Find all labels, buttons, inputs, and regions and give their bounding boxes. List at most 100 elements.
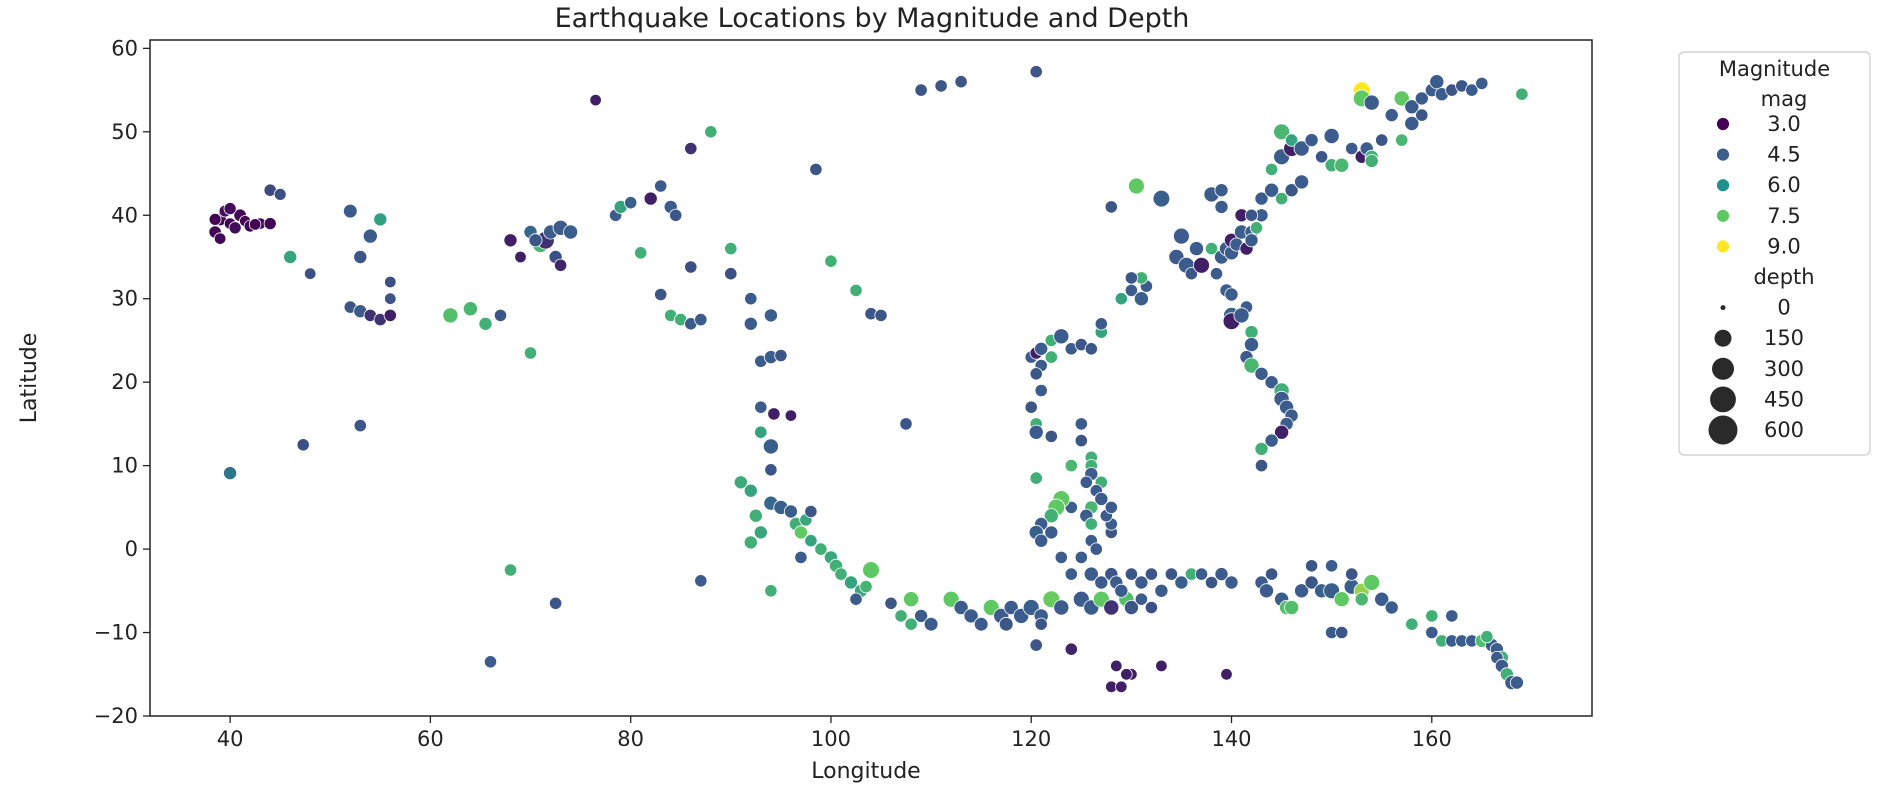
scatter-point xyxy=(743,535,758,550)
scatter-point xyxy=(862,561,880,579)
scatter-point xyxy=(1003,600,1019,616)
scatter-point xyxy=(1053,599,1070,616)
scatter-point xyxy=(493,308,508,322)
scatter-point xyxy=(1034,533,1049,548)
scatter-point xyxy=(1334,157,1350,173)
scatter-point xyxy=(1155,659,1168,673)
scatter-point xyxy=(634,246,648,260)
scatter-point xyxy=(1194,567,1209,581)
scatter-point xyxy=(1333,591,1350,608)
scatter-point xyxy=(553,258,568,272)
scatter-point xyxy=(384,275,397,289)
legend-hue-label: 3.0 xyxy=(1767,112,1800,136)
scatter-point xyxy=(834,567,848,581)
scatter-point xyxy=(1415,108,1429,122)
scatter-point xyxy=(793,525,808,540)
y-tick-label: −10 xyxy=(94,621,138,645)
scatter-point xyxy=(654,287,668,302)
scatter-point xyxy=(1074,433,1088,448)
scatter-point xyxy=(1405,617,1419,631)
scatter-point xyxy=(228,221,242,235)
scatter-point xyxy=(442,307,459,324)
scatter-point xyxy=(914,608,929,623)
scatter-point xyxy=(744,292,758,306)
scatter-point xyxy=(1395,133,1409,147)
legend-size-marker xyxy=(1708,415,1738,445)
y-tick-label: 40 xyxy=(111,203,138,227)
scatter-point xyxy=(208,212,222,226)
legend-size-label: 150 xyxy=(1764,326,1804,350)
scatter-point xyxy=(1104,200,1118,214)
x-tick-label: 40 xyxy=(217,727,244,751)
scatter-point xyxy=(563,224,579,240)
scatter-point xyxy=(1064,458,1078,473)
scatter-point xyxy=(1414,91,1429,106)
scatter-point xyxy=(694,574,708,588)
scatter-point xyxy=(1064,567,1078,581)
legend-size-label: 600 xyxy=(1764,418,1804,442)
scatter-point xyxy=(1084,517,1098,531)
scatter-point xyxy=(954,75,968,89)
scatter-point xyxy=(743,316,758,331)
scatter-point xyxy=(1254,191,1269,206)
scatter-point xyxy=(1128,177,1145,195)
scatter-point xyxy=(1034,341,1049,356)
scatter-point xyxy=(849,283,863,297)
scatter-point xyxy=(1429,74,1445,90)
legend-size-label: 300 xyxy=(1764,357,1804,381)
scatter-point xyxy=(1480,630,1494,644)
scatter-point xyxy=(1220,668,1233,681)
scatter-point xyxy=(1154,583,1169,598)
scatter-point xyxy=(1254,458,1269,473)
scatter-point xyxy=(1189,241,1205,257)
scatter-point xyxy=(1089,542,1103,556)
scatter-point xyxy=(774,348,788,363)
scatter-point xyxy=(223,466,238,481)
scatter-point xyxy=(1043,508,1059,524)
scatter-point xyxy=(528,233,543,248)
scatter-point xyxy=(1144,567,1159,581)
scatter-point xyxy=(1144,600,1159,615)
scatter-point xyxy=(1374,591,1390,607)
scatter-point xyxy=(1345,141,1359,156)
scatter-point xyxy=(1034,383,1048,398)
scatter-point xyxy=(483,655,498,669)
legend-hue-marker xyxy=(1716,239,1730,254)
scatter-point xyxy=(1074,550,1088,565)
scatter-point xyxy=(1224,575,1239,590)
scatter-point xyxy=(523,346,538,360)
scatter-point xyxy=(1193,256,1210,274)
scatter-point xyxy=(894,609,908,623)
scatter-point xyxy=(1445,609,1459,623)
scatter-point xyxy=(849,592,863,606)
scatter-point xyxy=(1044,350,1058,364)
scatter-point xyxy=(804,504,818,519)
scatter-point xyxy=(1275,192,1289,206)
scatter-point xyxy=(624,196,638,210)
scatter-point xyxy=(1174,575,1189,590)
scatter-point xyxy=(1204,575,1219,590)
scatter-point xyxy=(763,308,778,323)
scatter-point xyxy=(589,93,602,107)
scatter-point xyxy=(1094,491,1109,506)
legend-size-marker xyxy=(1714,329,1732,347)
scatter-point xyxy=(1244,325,1259,340)
scatter-point xyxy=(1103,599,1120,616)
scatter-point xyxy=(1074,417,1088,431)
scatter-point xyxy=(1214,183,1229,198)
scatter-point xyxy=(1265,567,1279,581)
scatter-point xyxy=(973,616,989,632)
scatter-point xyxy=(1209,267,1224,281)
scatter-point xyxy=(1345,567,1359,581)
scatter-point xyxy=(1375,133,1389,147)
scatter-point xyxy=(1465,83,1479,97)
scatter-point xyxy=(684,260,698,274)
scatter-point xyxy=(213,232,227,245)
scatter-point xyxy=(1133,291,1149,307)
x-axis-label: Longitude xyxy=(811,759,920,784)
y-tick-label: 0 xyxy=(125,537,138,561)
scatter-point xyxy=(1084,342,1098,356)
scatter-point xyxy=(1124,271,1139,285)
scatter-point xyxy=(1114,583,1129,598)
